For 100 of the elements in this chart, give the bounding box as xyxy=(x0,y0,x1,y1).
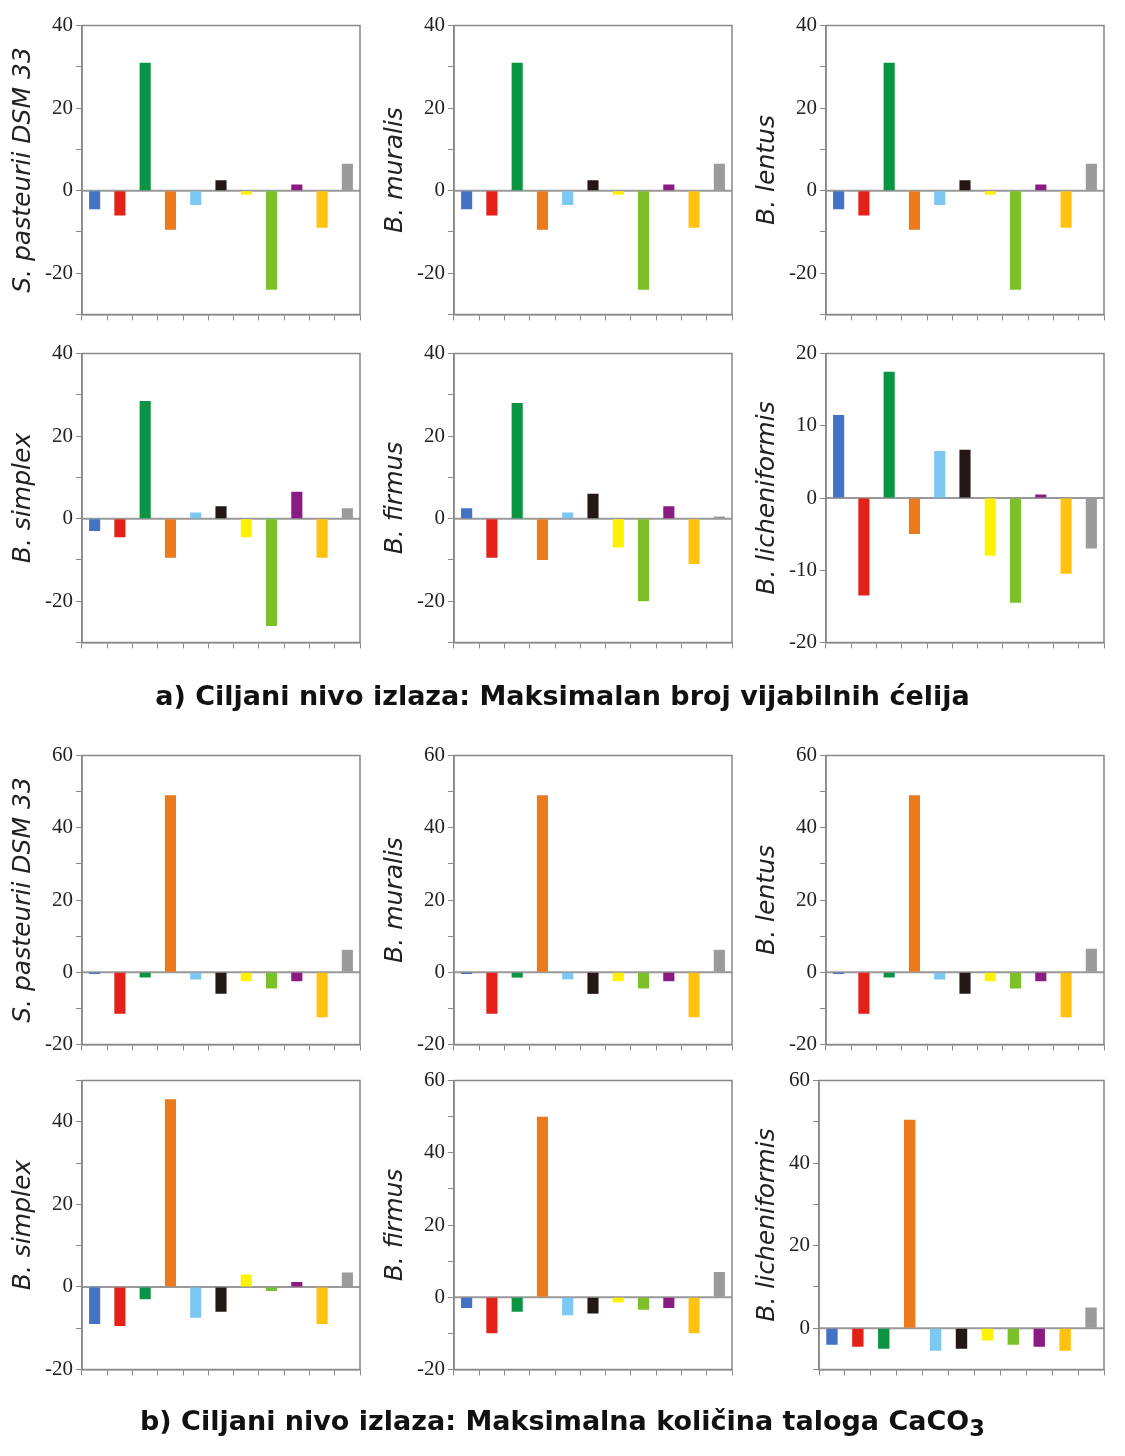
y-tick-label: 40 xyxy=(423,1139,445,1164)
bar xyxy=(215,1287,227,1312)
bar xyxy=(959,449,971,498)
y-tick-label: -10 xyxy=(788,556,817,581)
bar xyxy=(486,1297,498,1334)
y-tick-label: 60 xyxy=(423,1067,445,1092)
bar xyxy=(959,180,971,191)
y-tick-label: 10 xyxy=(795,412,817,437)
bar xyxy=(486,519,498,558)
bar xyxy=(1059,1328,1071,1351)
y-tick-label: 0 xyxy=(434,505,445,530)
bar xyxy=(688,972,700,1018)
y-tick-label: 0 xyxy=(806,484,817,509)
bar xyxy=(114,191,126,216)
y-axis-title: B. muralis xyxy=(378,107,408,233)
y-axis-title: S. pasteurii DSM 33 xyxy=(6,47,36,293)
bar xyxy=(89,1287,101,1325)
bar xyxy=(908,498,921,535)
bar xyxy=(984,498,996,556)
bar xyxy=(240,519,252,538)
bar xyxy=(215,506,227,519)
y-tick-label: -20 xyxy=(44,259,73,284)
bar xyxy=(612,972,624,982)
bar xyxy=(1060,191,1072,228)
y-tick-label: 40 xyxy=(423,340,445,365)
bar xyxy=(587,180,599,191)
bar xyxy=(316,191,328,228)
y-tick-label: 0 xyxy=(62,177,73,202)
y-tick-label: 40 xyxy=(51,340,73,365)
bar xyxy=(164,1099,177,1287)
y-tick-label: -20 xyxy=(788,259,817,284)
bar xyxy=(89,519,101,532)
bar xyxy=(688,519,700,565)
bar xyxy=(511,403,523,519)
y-tick-label: -20 xyxy=(788,1030,817,1055)
bar xyxy=(1035,494,1047,498)
bar xyxy=(688,1297,700,1334)
bar xyxy=(511,972,523,978)
bar xyxy=(265,519,278,626)
y-tick-label: 60 xyxy=(789,1067,810,1092)
bar xyxy=(612,191,624,195)
bar xyxy=(981,1328,994,1341)
bar xyxy=(139,62,151,191)
bar xyxy=(114,519,126,538)
bar xyxy=(265,972,278,989)
bar xyxy=(291,1281,303,1287)
y-tick-label: 20 xyxy=(795,340,817,365)
y-tick-label: 0 xyxy=(806,958,817,983)
y-tick-label: -20 xyxy=(44,1030,73,1055)
bar xyxy=(883,371,895,498)
bar xyxy=(215,972,227,994)
y-tick-label: -20 xyxy=(44,587,73,612)
bar xyxy=(190,191,202,206)
bar xyxy=(536,519,549,560)
bar xyxy=(114,1287,126,1327)
bar xyxy=(190,1287,202,1318)
bar xyxy=(536,1116,549,1297)
y-tick-label: 20 xyxy=(423,1211,445,1236)
y-tick-label: 20 xyxy=(51,1190,73,1215)
bar xyxy=(1035,972,1047,982)
bar xyxy=(316,972,328,1018)
y-tick-label: 0 xyxy=(62,505,73,530)
bar xyxy=(833,414,845,498)
y-tick-label: 20 xyxy=(423,422,445,447)
bar xyxy=(562,191,574,206)
y-tick-label: -20 xyxy=(416,587,445,612)
bar xyxy=(878,1328,890,1349)
text: b) Ciljani nivo izlaza: Maksimalna količina taloga CaCO$_{3}$ xyxy=(139,1405,986,1442)
y-axis-title: B. muralis xyxy=(378,837,408,963)
y-tick-label: 0 xyxy=(434,177,445,202)
bar xyxy=(461,191,473,210)
bar xyxy=(240,191,252,195)
y-tick-label: -20 xyxy=(416,259,445,284)
bar xyxy=(934,191,946,206)
bar xyxy=(291,184,303,191)
bar xyxy=(587,1297,599,1314)
bar xyxy=(587,972,599,994)
bar xyxy=(908,191,921,230)
bar xyxy=(461,1297,473,1309)
bar xyxy=(637,972,650,989)
y-axis-title: B. firmus xyxy=(378,441,408,555)
y-tick-label: 20 xyxy=(51,94,73,119)
bar xyxy=(461,508,473,519)
bar xyxy=(688,191,700,228)
y-tick-label: 0 xyxy=(806,177,817,202)
y-axis-title: B. lentus xyxy=(750,845,780,955)
bar xyxy=(511,62,523,191)
bar xyxy=(562,1297,574,1316)
bar xyxy=(511,1297,523,1312)
bar xyxy=(929,1328,942,1351)
bar xyxy=(858,498,870,596)
y-axis-title: B. licheniformis xyxy=(750,1128,780,1322)
bar xyxy=(1007,1328,1020,1345)
bar xyxy=(316,1287,328,1325)
bar xyxy=(663,1297,675,1309)
y-tick-label: 0 xyxy=(434,958,445,983)
y-tick-label: 20 xyxy=(423,886,445,911)
bar xyxy=(984,972,996,982)
bar xyxy=(587,493,599,519)
bar xyxy=(984,191,996,195)
